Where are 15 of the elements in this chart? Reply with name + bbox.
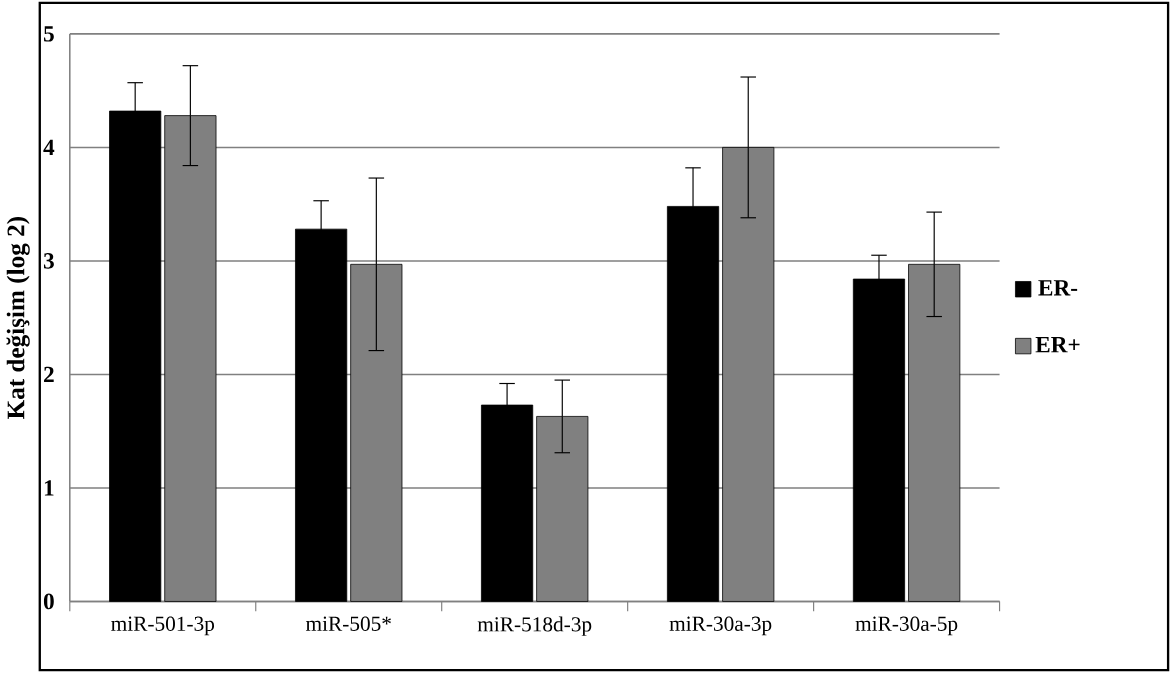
legend-label: ER- <box>1038 280 1078 296</box>
x-tick-label: miR-30a-3p <box>669 616 772 636</box>
y-tick-label: 4 <box>43 139 55 155</box>
y-tick-label: 5 <box>44 26 54 42</box>
y-tick-label: 0 <box>43 593 54 610</box>
legend-label: ER+ <box>1035 336 1080 353</box>
x-tick-label: miR-505* <box>305 616 391 631</box>
y-tick-label: 1 <box>44 480 54 496</box>
x-tick-label: miR-501-3p <box>111 616 215 636</box>
y-axis-title: Kat değişim (log 2) <box>6 216 30 419</box>
bar <box>666 205 720 602</box>
x-tick-label: miR-518d-3p <box>477 616 592 636</box>
x-tick-label: miR-30a-5p <box>855 616 958 636</box>
y-tick-label: 2 <box>44 366 54 383</box>
y-tick-label: 3 <box>43 253 54 269</box>
